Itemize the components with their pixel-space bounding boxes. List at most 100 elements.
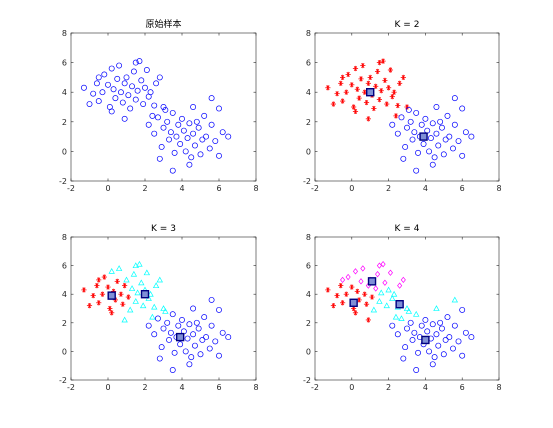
y-tick-label: 2 [306,319,311,328]
data-point-triangle [433,305,440,311]
data-point-circle [225,133,232,140]
data-point-triangle [398,315,405,321]
data-point-circle [184,135,191,142]
data-point-circle [435,142,442,149]
data-point-circle [90,90,97,97]
data-point-circle [179,115,185,122]
x-tick-label: 4 [179,383,184,392]
x-tick-label: -2 [311,184,319,193]
data-point-circle [437,319,444,326]
data-point-star [393,113,399,119]
data-point-star [125,294,131,300]
data-point-circle [156,155,163,162]
data-point-triangle [376,298,383,304]
data-point-circle [119,99,126,106]
data-point-triangle [130,270,138,277]
data-point-circle [450,145,456,152]
y-tick-label: 4 [62,88,67,97]
data-point-circle [440,151,447,158]
centroid-marker [140,290,150,299]
data-point-star [365,317,371,323]
data-point-circle [116,62,123,69]
data-point-circle [415,149,421,156]
data-point-star [96,277,102,283]
data-point-triangle [160,305,167,311]
data-point-star [373,83,379,89]
series-star [325,283,375,323]
data-point-star [362,291,368,297]
y-tick-label: 6 [306,262,311,271]
data-point-triangle [136,260,143,267]
data-point-star [86,303,93,309]
data-point-diamond [376,262,382,269]
data-point-circle [151,130,158,137]
data-point-star [376,97,382,103]
data-point-circle [179,316,185,323]
x-tick-label: 2 [142,184,147,193]
data-point-star [380,58,386,64]
x-tick-label: 4 [423,184,428,193]
axes-box [70,236,257,381]
data-point-circle [164,118,171,125]
data-point-star [81,287,87,293]
data-point-star [384,101,390,107]
data-point-circle [435,342,442,349]
data-point-star [365,116,371,122]
data-point-circle [413,109,420,116]
data-point-circle [188,354,195,361]
data-point-circle [420,141,427,147]
data-point-circle [130,68,137,75]
data-point-circle [439,325,445,332]
data-point-circle [177,341,184,348]
data-point-circle [433,130,440,137]
data-point-circle [216,352,222,359]
data-point-star [352,65,359,72]
data-point-triangle [390,290,398,297]
data-point-circle [418,121,425,128]
data-point-diamond [397,282,403,289]
data-point-triangle [389,295,396,301]
centroid-marker [349,298,358,307]
data-point-star [351,104,357,110]
series-star [81,274,131,316]
data-point-circle [404,124,410,131]
data-point-circle [444,314,451,321]
x-tick-label: 6 [460,184,465,193]
data-point-circle [409,136,416,143]
data-point-star [362,89,368,95]
data-point-circle [160,124,167,131]
data-point-circle [439,124,445,131]
series-triangle [370,286,459,321]
x-tick-label: 2 [386,383,391,392]
subplot-k4: K = 4 -2 0 2 4 6 8 -2 0 2 4 6 8 [303,224,502,392]
data-point-circle [216,306,222,313]
data-point-circle [208,121,215,128]
data-point-circle [158,344,165,351]
data-point-diamond [382,279,388,286]
data-point-circle [422,316,429,323]
data-point-star [343,89,349,95]
data-point-triangle [139,302,147,309]
data-point-triangle [147,290,154,297]
data-point-circle [175,322,182,329]
data-point-circle [201,112,208,119]
data-point-triangle [123,276,130,283]
data-point-circle [188,154,195,161]
data-point-circle [206,145,213,152]
data-point-circle [429,120,436,127]
data-point-star [90,293,96,299]
data-point-circle [166,337,172,343]
data-point-circle [429,321,436,328]
data-point-circle [422,115,429,122]
data-point-circle [407,319,414,326]
data-point-triangle [128,285,136,291]
series-triangle [108,260,169,323]
data-point-triangle [121,316,128,323]
data-point-circle [208,296,215,303]
data-point-circle [451,121,458,128]
axes-box [70,32,257,182]
data-point-star [349,284,355,290]
x-tick-label: 6 [216,383,221,392]
